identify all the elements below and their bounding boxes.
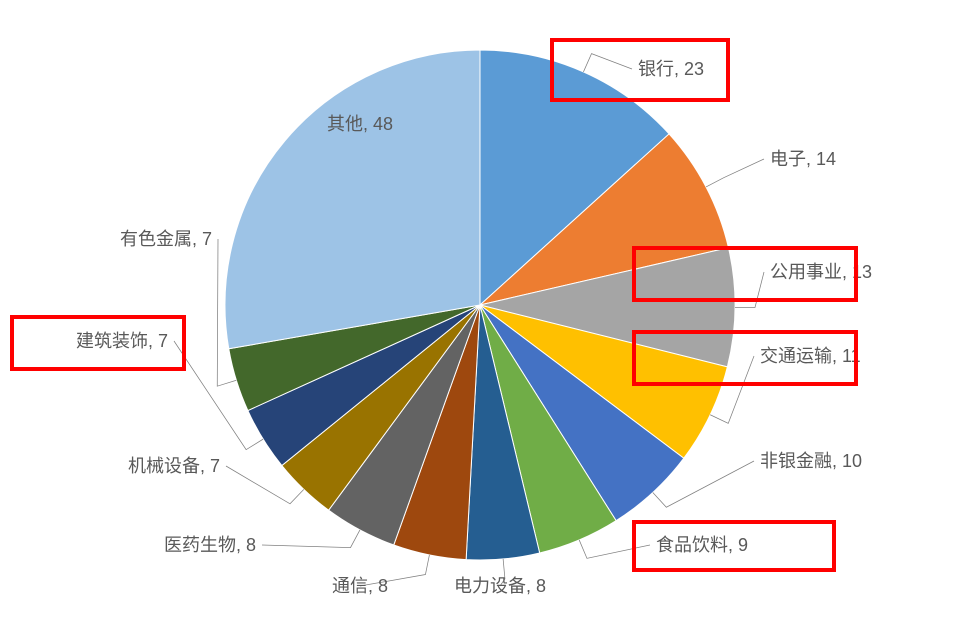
slice-label: 有色金属, 7 [120,229,212,249]
pie-slice [225,50,480,349]
pie-chart: 银行, 23电子, 14公用事业, 13交通运输, 11非银金融, 10食品饮料… [0,0,971,619]
slice-label: 机械设备, 7 [128,456,220,476]
slice-label: 通信, 8 [332,576,388,596]
leader-line [706,159,764,187]
slice-label: 电力设备, 8 [454,576,546,596]
slice-label: 食品饮料, 9 [656,535,748,555]
leader-line [262,530,360,548]
slice-label: 银行, 23 [638,59,704,79]
slice-label: 建筑装饰, 7 [76,331,168,351]
slice-label: 非银金融, 10 [760,451,862,471]
slice-label: 医药生物, 8 [164,535,256,555]
slice-label: 电子, 14 [770,149,836,169]
leader-line [579,540,650,558]
leader-line [583,54,632,72]
leader-line [735,272,764,307]
slice-label: 交通运输, 11 [760,346,861,366]
slice-label: 其他, 48 [327,114,393,134]
